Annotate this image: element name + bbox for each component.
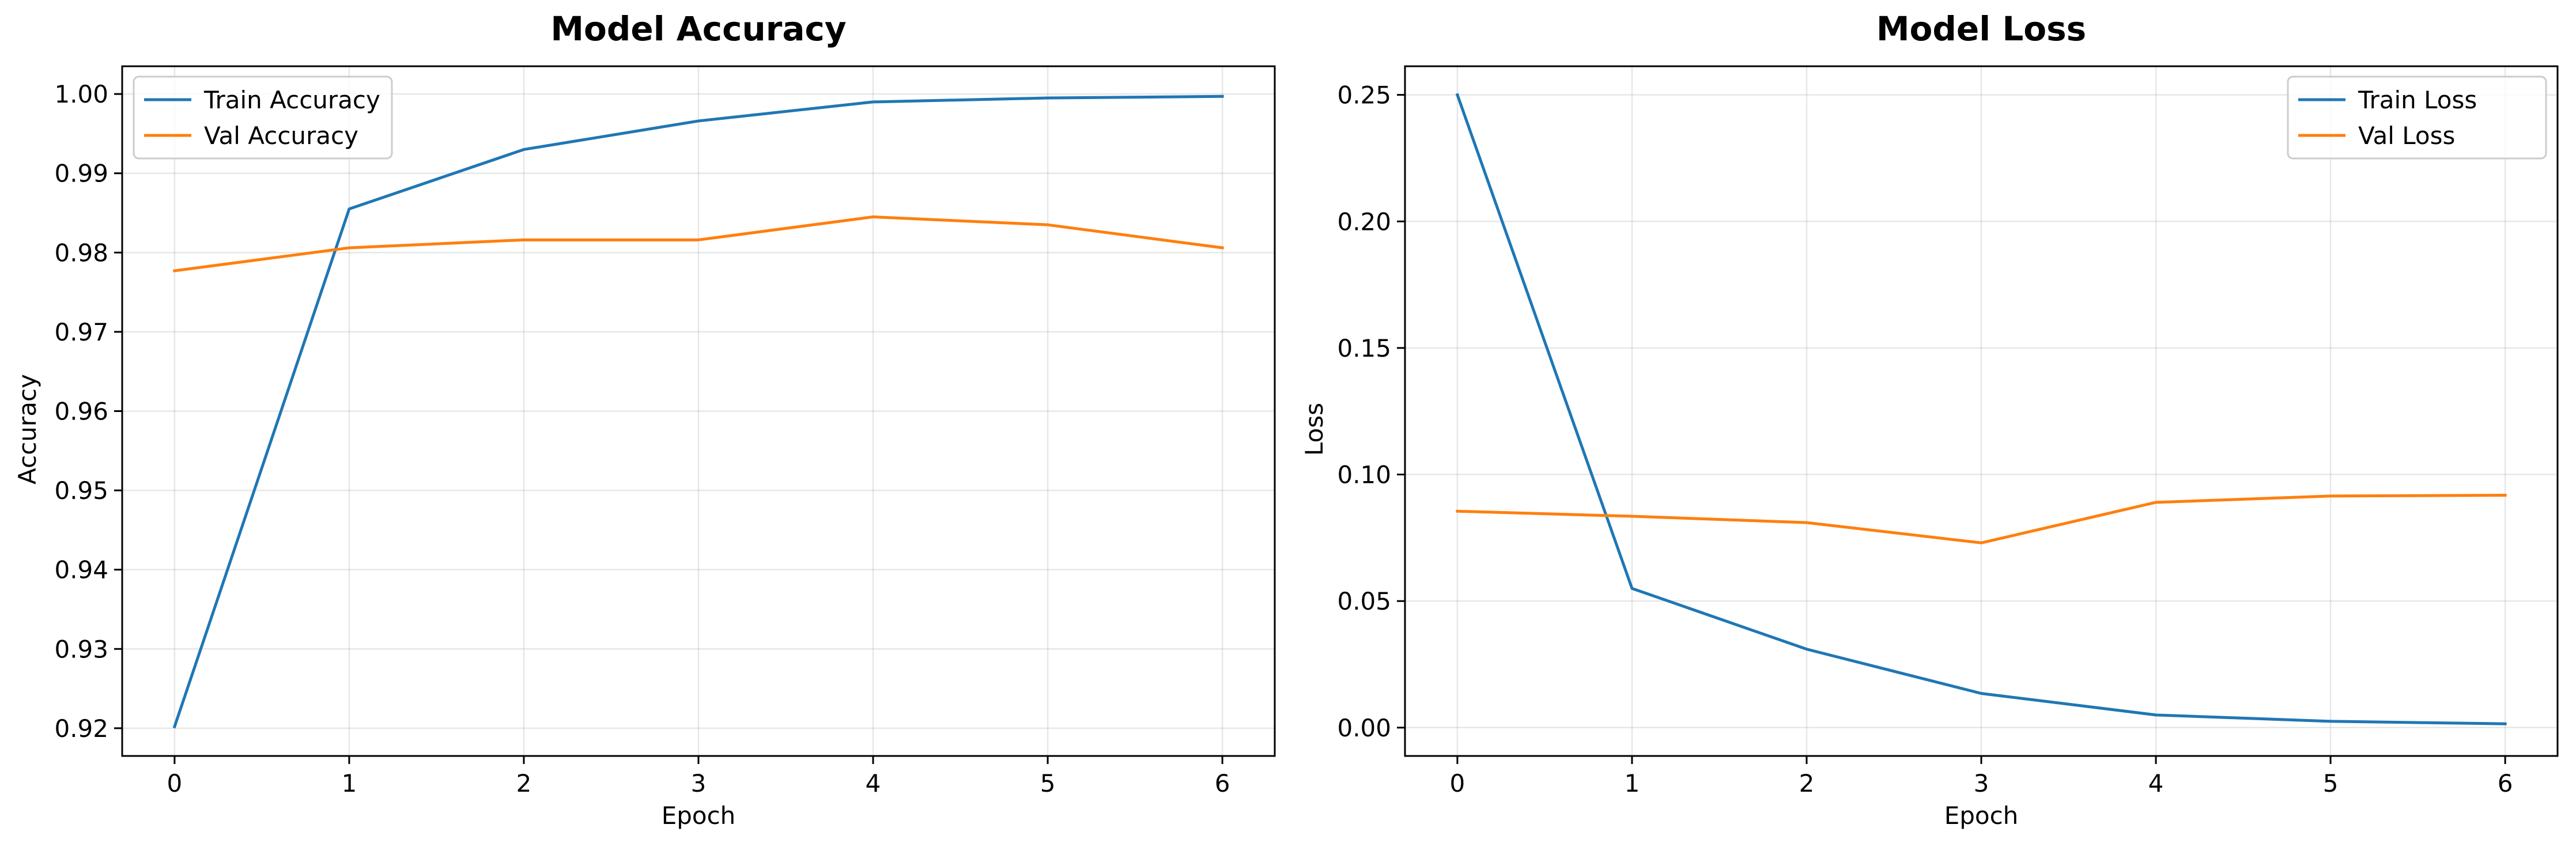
y-tick-label: 0.25 — [1337, 81, 1391, 109]
y-axis-label: Accuracy — [13, 374, 41, 485]
x-tick-label: 0 — [167, 769, 183, 797]
x-tick-label: 1 — [1625, 769, 1640, 797]
y-tick-label: 0.96 — [54, 398, 108, 426]
x-tick-label: 2 — [1799, 769, 1815, 797]
legend-box — [2287, 75, 2547, 160]
y-tick-label: 0.20 — [1337, 207, 1391, 236]
plot-frame — [1404, 65, 2559, 757]
y-tick-label: 0.98 — [54, 239, 108, 267]
x-tick-label: 0 — [1450, 769, 1465, 797]
x-tick-label: 1 — [342, 769, 357, 797]
x-tick-label: 5 — [2323, 769, 2339, 797]
y-tick-label: 0.00 — [1337, 714, 1391, 742]
grid — [122, 66, 1275, 756]
y-tick-label: 0.05 — [1337, 587, 1391, 615]
chart-title: Model Accuracy — [550, 9, 846, 48]
x-tick-label: 3 — [691, 769, 707, 797]
legend-label: Val Loss — [2358, 122, 2455, 150]
x-tick-label: 5 — [1040, 769, 1056, 797]
x-axis-label: Epoch — [1944, 801, 2019, 830]
x-axis-label: Epoch — [662, 801, 736, 830]
y-tick-label: 0.15 — [1337, 334, 1391, 362]
series-line-train-loss — [1455, 93, 2507, 725]
y-tick-label: 0.10 — [1337, 461, 1391, 489]
accuracy-chart: Model Accuracy Epoch Accuracy 0 1 2 3 4 5 6 0.9… — [13, 9, 1276, 830]
y-tick-label: 0.95 — [54, 477, 108, 505]
y-tick-label: 0.99 — [54, 160, 108, 188]
x-tick-label: 6 — [2498, 769, 2513, 797]
x-tick-label: 2 — [516, 769, 532, 797]
y-tick-label: 0.97 — [54, 318, 108, 346]
y-tick-label: 0.92 — [54, 714, 108, 743]
series-line-val-accuracy — [173, 215, 1224, 273]
legend: Train Loss Val Loss — [2287, 75, 2547, 160]
legend-label: Val Accuracy — [204, 122, 358, 150]
y-tick-label: 1.00 — [54, 80, 108, 108]
legend: Train Accuracy Val Accuracy — [133, 75, 393, 160]
x-tick-label: 6 — [1215, 769, 1230, 797]
y-tick-label: 0.94 — [54, 556, 108, 584]
legend-label: Train Loss — [2358, 86, 2477, 114]
legend-label: Train Accuracy — [203, 86, 380, 114]
legend-box — [133, 75, 393, 160]
loss-chart: Model Loss Epoch Loss 0 1 2 3 4 5 6 0.00 0.05 0.1… — [1300, 9, 2559, 830]
x-tick-label: 4 — [2148, 769, 2164, 797]
y-tick-label: 0.93 — [54, 635, 108, 663]
plot-frame — [121, 65, 1276, 757]
y-axis-label: Loss — [1300, 403, 1328, 456]
x-tick-label: 3 — [1974, 769, 1989, 797]
grid — [1405, 66, 2558, 756]
chart-title: Model Loss — [1876, 9, 2086, 48]
series-line-train-accuracy — [172, 94, 1224, 729]
x-tick-label: 4 — [866, 769, 881, 797]
series-line-val-loss — [1456, 494, 2507, 544]
